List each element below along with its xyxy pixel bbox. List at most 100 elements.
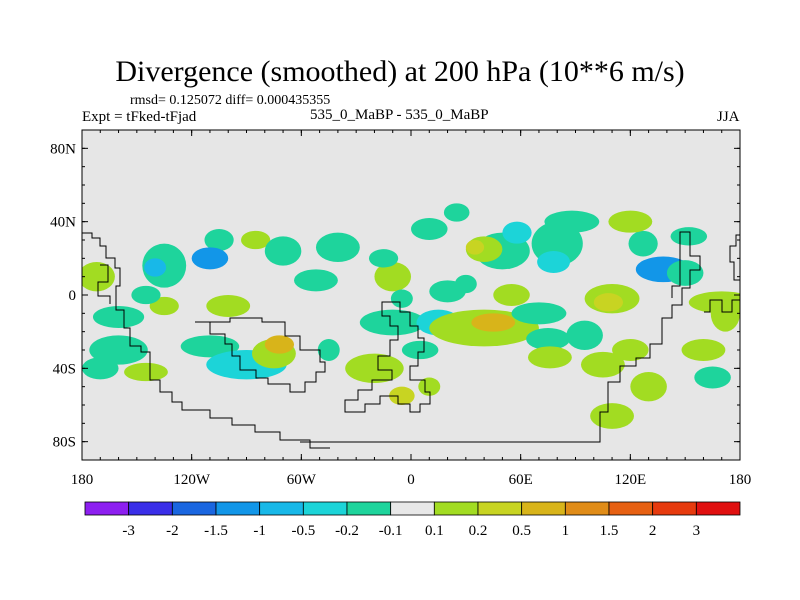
colorbar-swatch [259, 501, 304, 516]
colorbar-swatch [128, 501, 173, 516]
x-tick-label: 180 [729, 472, 752, 488]
divergence-blob [374, 262, 411, 292]
coastline-north-america [97, 264, 111, 304]
divergence-blob [359, 309, 426, 336]
divergence-blob [144, 258, 167, 277]
divergence-blob [315, 232, 360, 262]
colorbar-swatch [302, 501, 348, 516]
divergence-blob [418, 377, 441, 396]
divergence-blob [124, 362, 168, 382]
coastline-outline [82, 231, 740, 449]
divergence-blob [681, 339, 726, 361]
divergence-blob [204, 229, 234, 251]
colorbar-swatch [521, 501, 566, 516]
colorbar-swatch [652, 501, 697, 516]
divergence-blob [502, 221, 532, 244]
colorbar-swatch [608, 501, 654, 516]
x-tick-label: 0 [407, 472, 415, 488]
colorbar-label: -3 [122, 523, 135, 539]
colorbar: -3 -2 -1.5 -1 -0.5 -0.2 -0.1 0.1 0.2 0.5 1 1.5 2 3 [84, 501, 741, 539]
colorbar-label: -0.5 [291, 523, 315, 539]
colorbar-label: 1.5 [600, 523, 619, 539]
divergence-blob [131, 285, 161, 305]
divergence-blob [710, 295, 740, 332]
coastline-south-america [195, 317, 326, 393]
colorbar-label: 2 [649, 523, 657, 539]
divergence-blob [612, 339, 649, 361]
divergence-blob [317, 339, 340, 361]
divergence-blob [526, 328, 571, 350]
divergence-blob [345, 353, 404, 384]
divergence-blob [537, 251, 571, 273]
divergence-blob [82, 262, 115, 292]
season-label: JJA [717, 109, 740, 125]
coastline-antarctica [300, 231, 701, 443]
divergence-blob [82, 357, 119, 380]
x-tick-label: 120E [614, 472, 646, 488]
colorbar-swatch [215, 501, 261, 516]
divergence-blob [628, 230, 658, 257]
x-tick-label: 180 [71, 472, 94, 488]
x-tick-label: 60E [509, 472, 533, 488]
y-tick-label: 80N [50, 141, 76, 157]
divergence-blob [670, 227, 708, 246]
divergence-blob [454, 274, 477, 294]
colorbar-swatch [346, 501, 392, 516]
divergence-blob [401, 340, 439, 360]
x-tick-label: 120W [173, 472, 211, 488]
divergence-blob [411, 218, 448, 240]
divergence-blob [666, 260, 704, 286]
x-tick-label: 60W [287, 472, 317, 488]
stats-label: rmsd= 0.125072 diff= 0.000435355 [130, 93, 331, 108]
y-tick-label: 40S [53, 361, 76, 377]
divergence-blob [443, 203, 470, 222]
colorbar-swatch [84, 501, 130, 516]
colorbar-label: 3 [693, 523, 701, 539]
divergence-blob [527, 346, 572, 369]
divergence-blob [241, 230, 271, 250]
divergence-blob [390, 289, 413, 308]
experiment-label: Expt = tFked-tFjad [82, 109, 197, 125]
divergence-blob [149, 296, 179, 316]
colorbar-swatch [433, 501, 479, 516]
divergence-blob [593, 293, 624, 312]
divergence-blob [264, 236, 302, 266]
colorbar-swatch [171, 501, 217, 516]
colorbar-label: 0.1 [425, 523, 444, 539]
divergence-blob [493, 284, 530, 306]
divergence-blob [294, 269, 338, 292]
y-tick-label: 40N [50, 215, 76, 231]
colorbar-label: 0.5 [512, 523, 531, 539]
divergence-blob [191, 247, 229, 270]
divergence-blob [368, 249, 399, 268]
colorbar-swatch [695, 501, 741, 516]
coastline-americas [82, 232, 330, 449]
divergence-blob [206, 295, 251, 317]
divergence-blob [630, 372, 667, 402]
divergence-blob [92, 306, 145, 328]
colorbar-label: -1.5 [204, 523, 228, 539]
comparison-label: 535_0_MaBP - 535_0_MaBP [310, 107, 489, 123]
divergence-blob [389, 386, 415, 406]
chart-title: Divergence (smoothed) at 200 hPa (10**6 … [115, 55, 685, 88]
colorbar-label: -0.1 [379, 523, 403, 539]
divergence-field [82, 203, 740, 429]
colorbar-swatch [390, 501, 435, 516]
divergence-blob [566, 320, 603, 351]
divergence-blob [544, 210, 600, 233]
coastline-africa [344, 301, 431, 413]
colorbar-label: -2 [166, 523, 179, 539]
colorbar-label: -0.2 [335, 523, 359, 539]
divergence-blob [590, 403, 634, 429]
colorbar-swatch [477, 501, 523, 516]
divergence-blob [580, 351, 625, 378]
coastline-east [704, 234, 740, 313]
y-tick-label: 80S [53, 435, 76, 451]
divergence-blob [471, 313, 516, 332]
divergence-blob [465, 240, 485, 255]
divergence-blob [89, 335, 148, 365]
colorbar-label: 0.2 [469, 523, 488, 539]
colorbar-label: 1 [562, 523, 570, 539]
divergence-blob [264, 335, 295, 354]
